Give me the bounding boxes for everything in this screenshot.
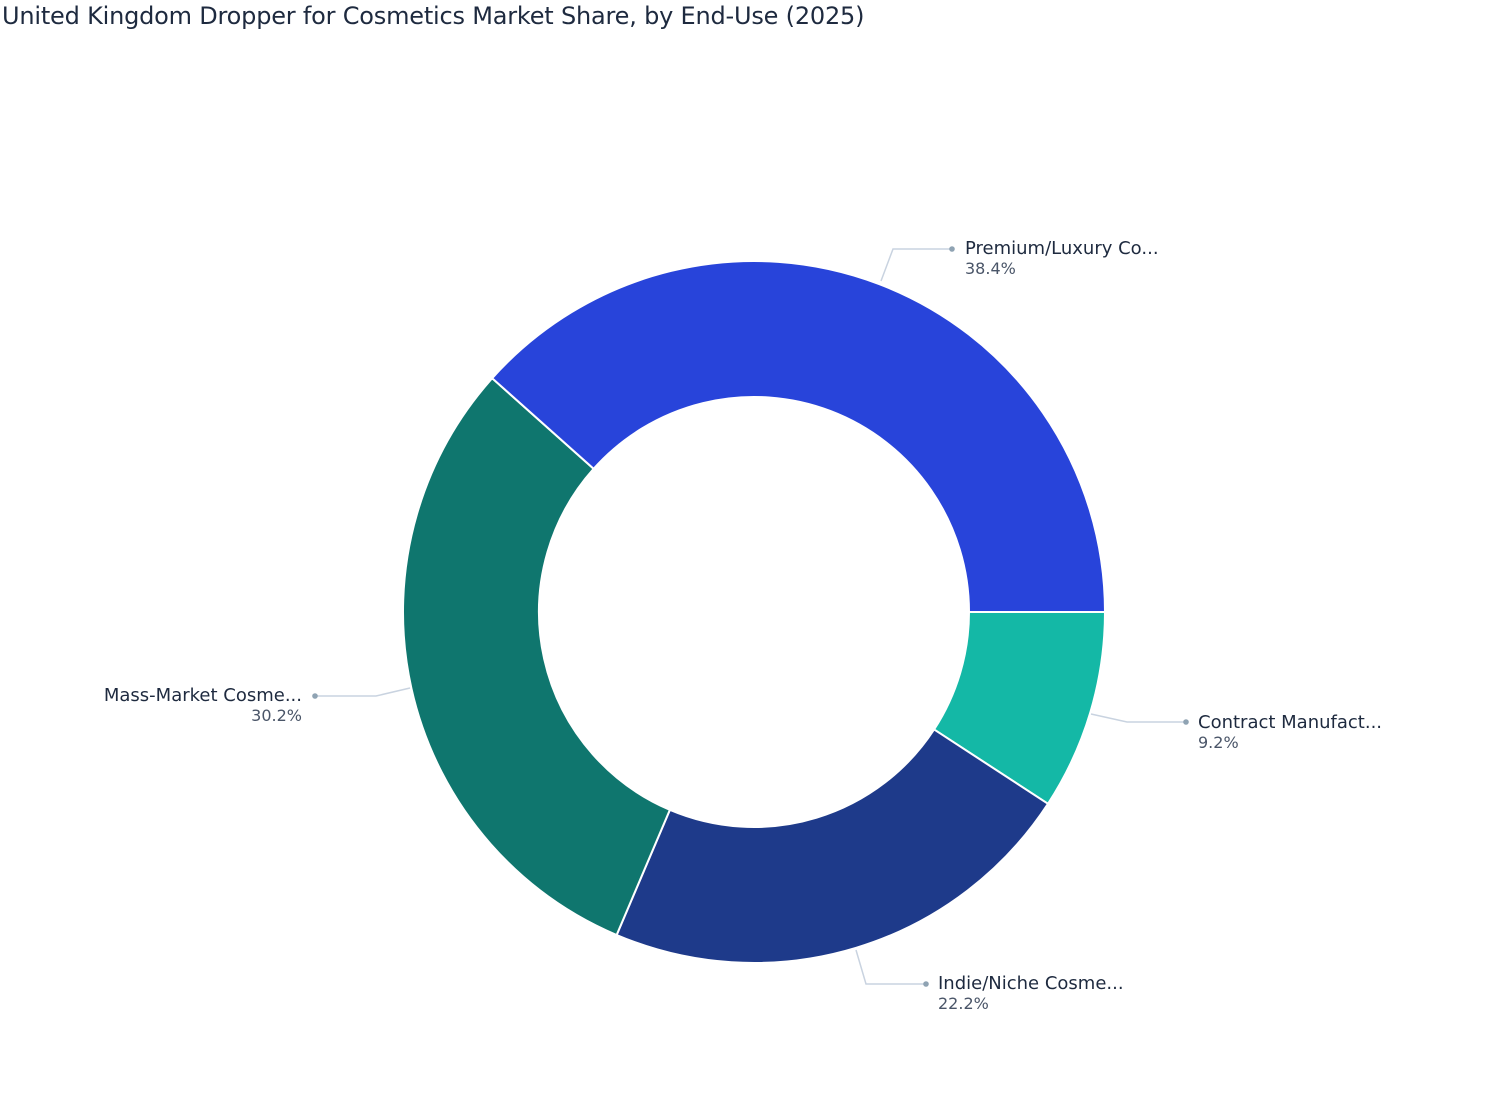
leader-dot: [312, 693, 318, 699]
leader-line: [855, 949, 926, 985]
slice-label-percent: 9.2%: [1198, 733, 1239, 752]
label-contract-manufacturing: Contract Manufact... 9.2%: [1198, 713, 1382, 753]
slice-label-name: Mass-Market Cosme...: [103, 685, 302, 706]
slice-label-percent: 22.2%: [938, 994, 989, 1013]
slice-label-percent: 30.2%: [251, 706, 302, 725]
slice-label-name: Indie/Niche Cosme...: [938, 973, 1124, 994]
donut-slices: [402, 260, 1107, 964]
leader-line: [315, 687, 411, 697]
slice-label-name: Contract Manufact...: [1198, 712, 1383, 733]
chart-title: United Kingdom Dropper for Cosmetics Mar…: [2, 2, 865, 30]
leader-dot: [923, 981, 929, 987]
slice-mass-market-cosme[interactable]: [402, 376, 672, 937]
leader-lines: [312, 246, 1189, 987]
label-indie-niche: Indie/Niche Cosme... 22.2%: [938, 974, 1124, 1014]
leader-line: [880, 248, 952, 282]
label-mass-market: Mass-Market Cosme... 30.2%: [104, 686, 302, 726]
leader-line: [1090, 713, 1186, 723]
slice-label-name: Premium/Luxury Co...: [965, 238, 1159, 259]
slice-premium-luxury-co[interactable]: [490, 260, 1107, 613]
slice-label-percent: 38.4%: [965, 259, 1016, 278]
leader-dot: [949, 246, 955, 252]
label-premium-luxury: Premium/Luxury Co... 38.4%: [965, 239, 1159, 279]
slice-indie-niche-cosme[interactable]: [615, 728, 1050, 964]
leader-dot: [1183, 719, 1189, 725]
